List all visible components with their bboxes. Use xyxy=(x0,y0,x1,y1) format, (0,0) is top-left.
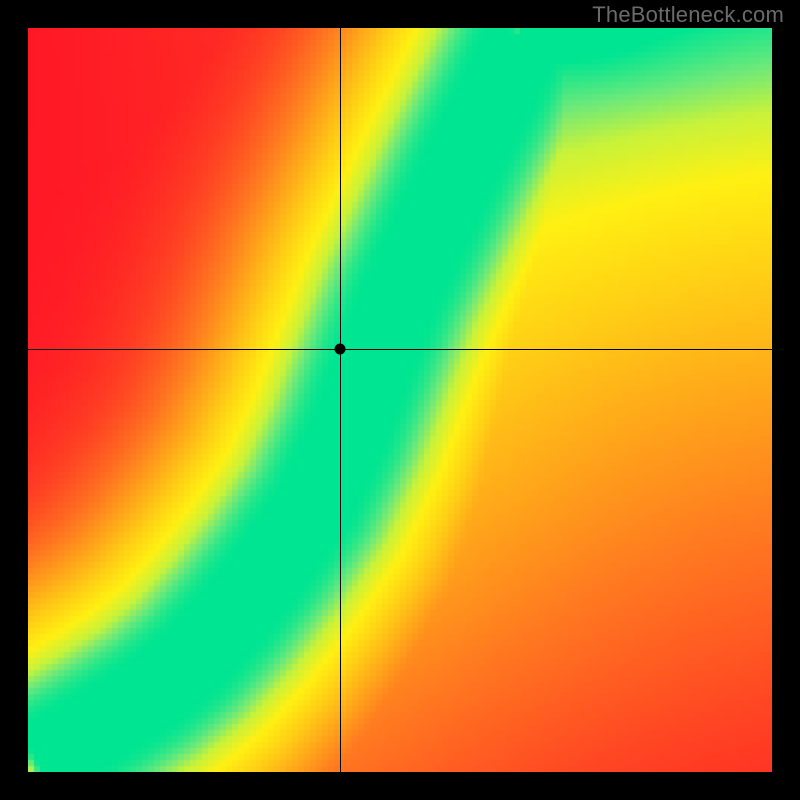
heatmap-plot xyxy=(28,28,772,772)
heatmap-canvas xyxy=(28,28,772,772)
watermark-text: TheBottleneck.com xyxy=(592,2,784,28)
